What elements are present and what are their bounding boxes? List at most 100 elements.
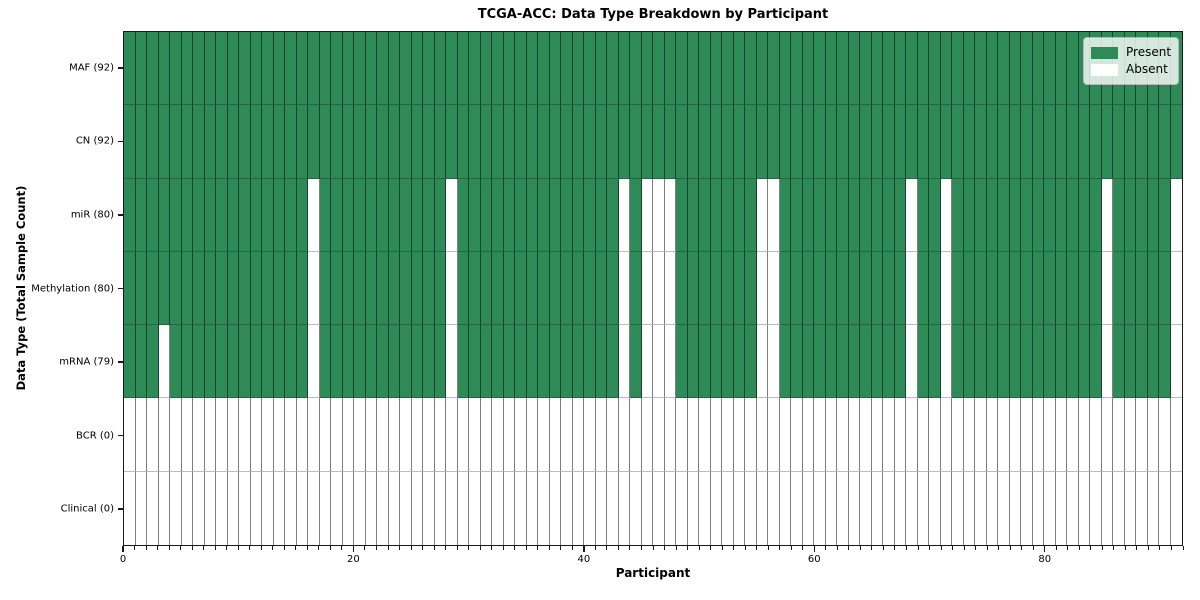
heatmap-cell bbox=[423, 471, 435, 545]
heatmap-cell bbox=[216, 398, 228, 472]
x-minor-tick-mark bbox=[940, 546, 942, 550]
heatmap-cell bbox=[480, 251, 492, 326]
heatmap-cell bbox=[135, 105, 147, 179]
x-minor-tick-mark bbox=[157, 546, 159, 550]
heatmap-cell bbox=[400, 32, 412, 106]
x-major-tick-mark bbox=[1043, 546, 1046, 552]
heatmap-cell bbox=[998, 398, 1010, 472]
heatmap-cell bbox=[929, 471, 941, 545]
heatmap-cell bbox=[561, 178, 573, 252]
heatmap-cell bbox=[538, 251, 550, 326]
heatmap-cell bbox=[262, 32, 274, 106]
x-axis: 0 20 40 60 80 bbox=[120, 546, 1184, 572]
x-minor-tick-mark bbox=[1067, 546, 1069, 550]
heatmap-cell bbox=[1032, 32, 1044, 106]
heatmap-row bbox=[124, 398, 1182, 472]
heatmap-cell bbox=[296, 325, 308, 399]
heatmap-cell bbox=[814, 398, 826, 472]
heatmap-cell bbox=[308, 398, 320, 472]
x-minor-tick-mark bbox=[525, 546, 527, 550]
heatmap-cell bbox=[906, 325, 918, 399]
heatmap-cell bbox=[250, 398, 262, 472]
heatmap-cell bbox=[388, 471, 400, 545]
heatmap-cell bbox=[1147, 471, 1159, 545]
heatmap-cell bbox=[860, 178, 872, 252]
x-minor-tick-mark bbox=[387, 546, 389, 550]
heatmap-cell bbox=[745, 251, 757, 326]
x-minor-tick-mark bbox=[399, 546, 401, 550]
heatmap-cell bbox=[906, 471, 918, 545]
heatmap-cell bbox=[883, 178, 895, 252]
heatmap-cell bbox=[768, 105, 780, 179]
heatmap-cell bbox=[584, 251, 596, 326]
heatmap-cell bbox=[181, 178, 193, 252]
heatmap-cell bbox=[526, 471, 538, 545]
heatmap-cell bbox=[549, 471, 561, 545]
heatmap-cell bbox=[653, 32, 665, 106]
heatmap-cell bbox=[170, 325, 182, 399]
heatmap-cell bbox=[170, 471, 182, 545]
heatmap-cell bbox=[1044, 251, 1056, 326]
x-minor-tick-mark bbox=[882, 546, 884, 550]
heatmap-cell bbox=[1101, 178, 1113, 252]
x-major-tick-mark bbox=[583, 546, 585, 552]
heatmap-cell bbox=[641, 32, 653, 106]
heatmap-cell bbox=[411, 325, 423, 399]
heatmap-cell bbox=[147, 325, 159, 399]
heatmap-cell bbox=[273, 471, 285, 545]
heatmap-cell bbox=[618, 325, 630, 399]
heatmap-cell bbox=[204, 251, 216, 326]
heatmap-cell bbox=[1009, 105, 1021, 179]
x-minor-tick-mark bbox=[871, 546, 873, 550]
x-minor-tick-mark bbox=[168, 546, 170, 550]
heatmap-cell bbox=[446, 398, 458, 472]
heatmap-cell bbox=[687, 178, 699, 252]
x-minor-tick-mark bbox=[836, 546, 838, 550]
x-minor-tick-mark bbox=[779, 546, 781, 550]
heatmap-cell bbox=[193, 251, 205, 326]
heatmap-cell bbox=[193, 105, 205, 179]
heatmap-cell bbox=[239, 325, 251, 399]
heatmap-cell bbox=[1170, 398, 1182, 472]
x-minor-tick-mark bbox=[1078, 546, 1080, 550]
heatmap-cell bbox=[1136, 398, 1148, 472]
heatmap-cell bbox=[756, 325, 768, 399]
heatmap-cell bbox=[342, 325, 354, 399]
heatmap-cell bbox=[1124, 325, 1136, 399]
heatmap-cell bbox=[469, 178, 481, 252]
x-tick-label: 60 bbox=[807, 554, 821, 565]
heatmap-cell bbox=[354, 251, 366, 326]
heatmap-cell bbox=[998, 251, 1010, 326]
x-minor-tick-mark bbox=[594, 546, 596, 550]
heatmap-cell bbox=[963, 178, 975, 252]
heatmap-cell bbox=[561, 32, 573, 106]
heatmap-cell bbox=[365, 32, 377, 106]
heatmap-cell bbox=[1113, 178, 1125, 252]
heatmap-cell bbox=[630, 398, 642, 472]
heatmap-cell bbox=[733, 251, 745, 326]
heatmap-cell bbox=[124, 471, 136, 545]
heatmap-cell bbox=[630, 325, 642, 399]
heatmap-cell bbox=[641, 471, 653, 545]
heatmap-cell bbox=[227, 251, 239, 326]
heatmap-cell bbox=[1101, 325, 1113, 399]
heatmap-cell bbox=[756, 178, 768, 252]
heatmap-cell bbox=[285, 471, 297, 545]
heatmap-cell bbox=[135, 32, 147, 106]
heatmap-cell bbox=[630, 32, 642, 106]
heatmap-cell bbox=[308, 325, 320, 399]
y-tick-label: BCR (0) bbox=[76, 430, 114, 442]
heatmap-cell bbox=[722, 178, 734, 252]
heatmap-cell bbox=[515, 398, 527, 472]
heatmap-row bbox=[124, 471, 1182, 545]
x-minor-tick-mark bbox=[1170, 546, 1172, 550]
heatmap-cell bbox=[1113, 325, 1125, 399]
x-minor-tick-mark bbox=[756, 546, 758, 550]
heatmap-cell bbox=[1067, 251, 1079, 326]
heatmap-cell bbox=[584, 325, 596, 399]
heatmap-cell bbox=[894, 398, 906, 472]
heatmap-cell bbox=[664, 178, 676, 252]
x-minor-tick-mark bbox=[825, 546, 827, 550]
heatmap-cell bbox=[216, 251, 228, 326]
